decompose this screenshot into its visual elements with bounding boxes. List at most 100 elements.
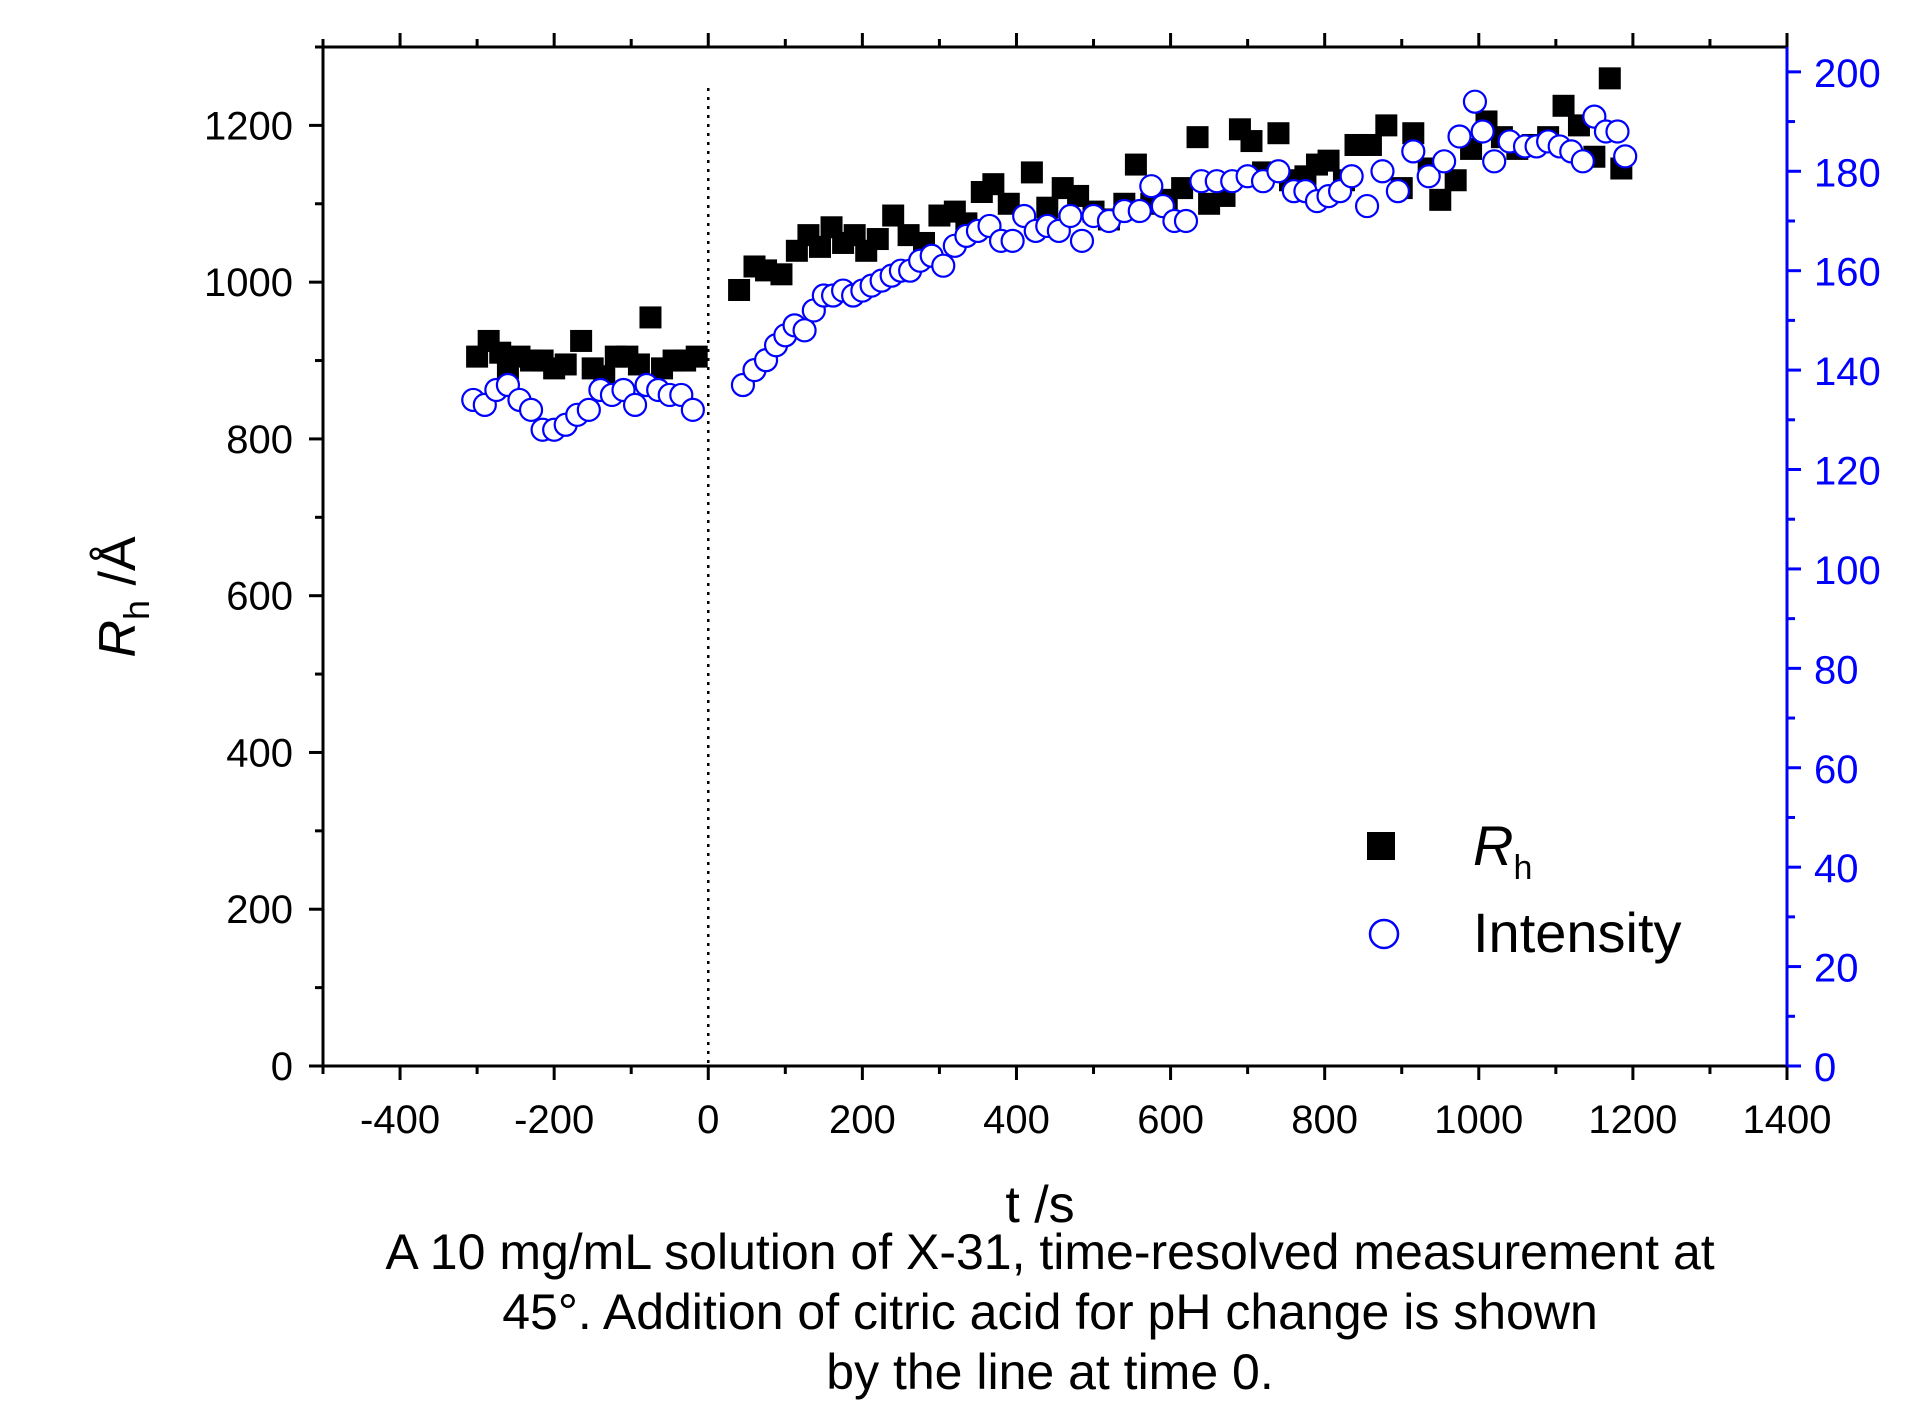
intensity-point — [1173, 208, 1199, 234]
y2-tick-label: 140 — [1814, 350, 1881, 394]
intensity-point — [1266, 159, 1291, 184]
y-axis-title-unit: /Å — [89, 536, 147, 600]
y2-tick-label: 40 — [1814, 847, 1859, 891]
rh-point — [1186, 126, 1209, 149]
rh-point — [627, 353, 650, 376]
rh-point — [1429, 188, 1452, 211]
x-tick-label: 600 — [1137, 1098, 1204, 1142]
intensity-point — [1470, 119, 1495, 144]
axis-ticks — [309, 33, 1801, 1080]
intensity-point — [1000, 228, 1025, 253]
x-axis-title: t /s — [1005, 1176, 1074, 1234]
rh-point — [1240, 130, 1263, 153]
intensity-point — [1482, 149, 1507, 174]
x-tick-label: 1200 — [1588, 1098, 1677, 1142]
x-tick-label: 200 — [829, 1098, 896, 1142]
intensity-point — [1127, 198, 1152, 224]
rh-point — [685, 345, 708, 368]
y-tick-label: 400 — [226, 731, 293, 775]
intensity-point — [792, 318, 817, 343]
intensity-series — [461, 89, 1638, 442]
y2-tick-label: 0 — [1814, 1046, 1836, 1090]
rh-point — [728, 278, 751, 301]
x-tick-label: 1000 — [1434, 1098, 1523, 1142]
intensity-point — [1401, 139, 1426, 164]
caption-line-3: by the line at time 0. — [826, 1344, 1274, 1400]
rh-point — [770, 263, 793, 286]
rh-point — [570, 329, 593, 352]
rh-point — [1317, 149, 1340, 172]
x-tick-label: 1400 — [1743, 1098, 1832, 1142]
rh-point — [866, 228, 889, 251]
rh-point — [1359, 133, 1382, 156]
y2-tick-label: 60 — [1814, 748, 1859, 792]
intensity-point — [622, 392, 648, 417]
intensity-point — [1613, 144, 1638, 169]
y2-tick-label: 80 — [1814, 648, 1859, 692]
y-axis-title-symbol: R — [89, 620, 147, 658]
x-tick-label: 0 — [697, 1098, 719, 1142]
rh-point — [1171, 177, 1194, 200]
intensity-point — [1139, 174, 1164, 199]
y2-tick-label: 180 — [1814, 151, 1881, 195]
rh-point — [1552, 94, 1575, 117]
y2-tick-label: 120 — [1814, 450, 1881, 494]
intensity-point — [1354, 193, 1380, 219]
legend: Rh Intensity — [1367, 814, 1682, 964]
intensity-point — [931, 253, 956, 278]
rh-point — [1402, 122, 1425, 145]
plot-frame — [321, 45, 1789, 1068]
legend-rh-label: Rh — [1473, 814, 1532, 887]
y-axis-title-subscript: h — [116, 600, 157, 620]
rh-point — [882, 204, 905, 227]
y-tick-label: 800 — [226, 418, 293, 462]
rh-point — [1267, 122, 1290, 145]
y-tick-label: 600 — [226, 575, 293, 619]
caption-line-1: A 10 mg/mL solution of X-31, time-resolv… — [385, 1224, 1715, 1280]
legend-rh-marker — [1367, 832, 1395, 860]
intensity-point — [1339, 164, 1364, 189]
y2-tick-label: 200 — [1814, 52, 1881, 96]
y2-tick-label: 20 — [1814, 947, 1859, 991]
intensity-point — [518, 397, 544, 422]
rh-point — [1444, 169, 1467, 192]
rh-point — [1124, 153, 1147, 176]
intensity-point — [1370, 159, 1395, 184]
legend-rh-symbol: R — [1473, 814, 1513, 877]
intensity-point — [1432, 149, 1457, 174]
intensity-point — [576, 397, 601, 422]
x-tick-label: 400 — [983, 1098, 1050, 1142]
rh-point — [639, 306, 662, 329]
intensity-point — [1462, 89, 1488, 114]
intensity-point — [680, 397, 705, 422]
intensity-point — [1058, 203, 1083, 229]
rh-point — [1020, 161, 1043, 184]
x-tick-label: -400 — [360, 1098, 440, 1142]
legend-intensity-label: Intensity — [1473, 901, 1682, 964]
y2-tick-label: 160 — [1814, 251, 1881, 295]
legend-rh-subscript: h — [1513, 849, 1532, 887]
caption-line-2: 45°. Addition of citric acid for pH chan… — [502, 1284, 1598, 1340]
y2-tick-label: 100 — [1814, 549, 1881, 593]
rh-point — [1375, 114, 1398, 137]
y-tick-label: 1000 — [204, 261, 293, 305]
y-tick-label: 0 — [271, 1045, 293, 1089]
rh-point — [1036, 196, 1059, 219]
x-tick-label: -200 — [514, 1098, 594, 1142]
intensity-point — [1447, 124, 1472, 149]
legend-intensity-marker — [1368, 918, 1400, 950]
rh-point — [982, 173, 1005, 196]
x-tick-label: 800 — [1291, 1098, 1358, 1142]
rh-point — [554, 353, 577, 376]
intensity-point — [1416, 164, 1441, 189]
y-tick-label: 200 — [226, 888, 293, 932]
rh-point — [808, 235, 831, 258]
y-axis-title: Rh /Å — [89, 536, 157, 657]
intensity-point — [1570, 149, 1595, 174]
y-tick-label: 1200 — [204, 104, 293, 148]
tick-labels: -400 -200 0 200 400 600 800 1000 1200 14000200400… — [204, 52, 1881, 1142]
intensity-point — [1069, 228, 1095, 253]
intensity-point — [1605, 119, 1630, 144]
rh-point — [1598, 67, 1621, 90]
